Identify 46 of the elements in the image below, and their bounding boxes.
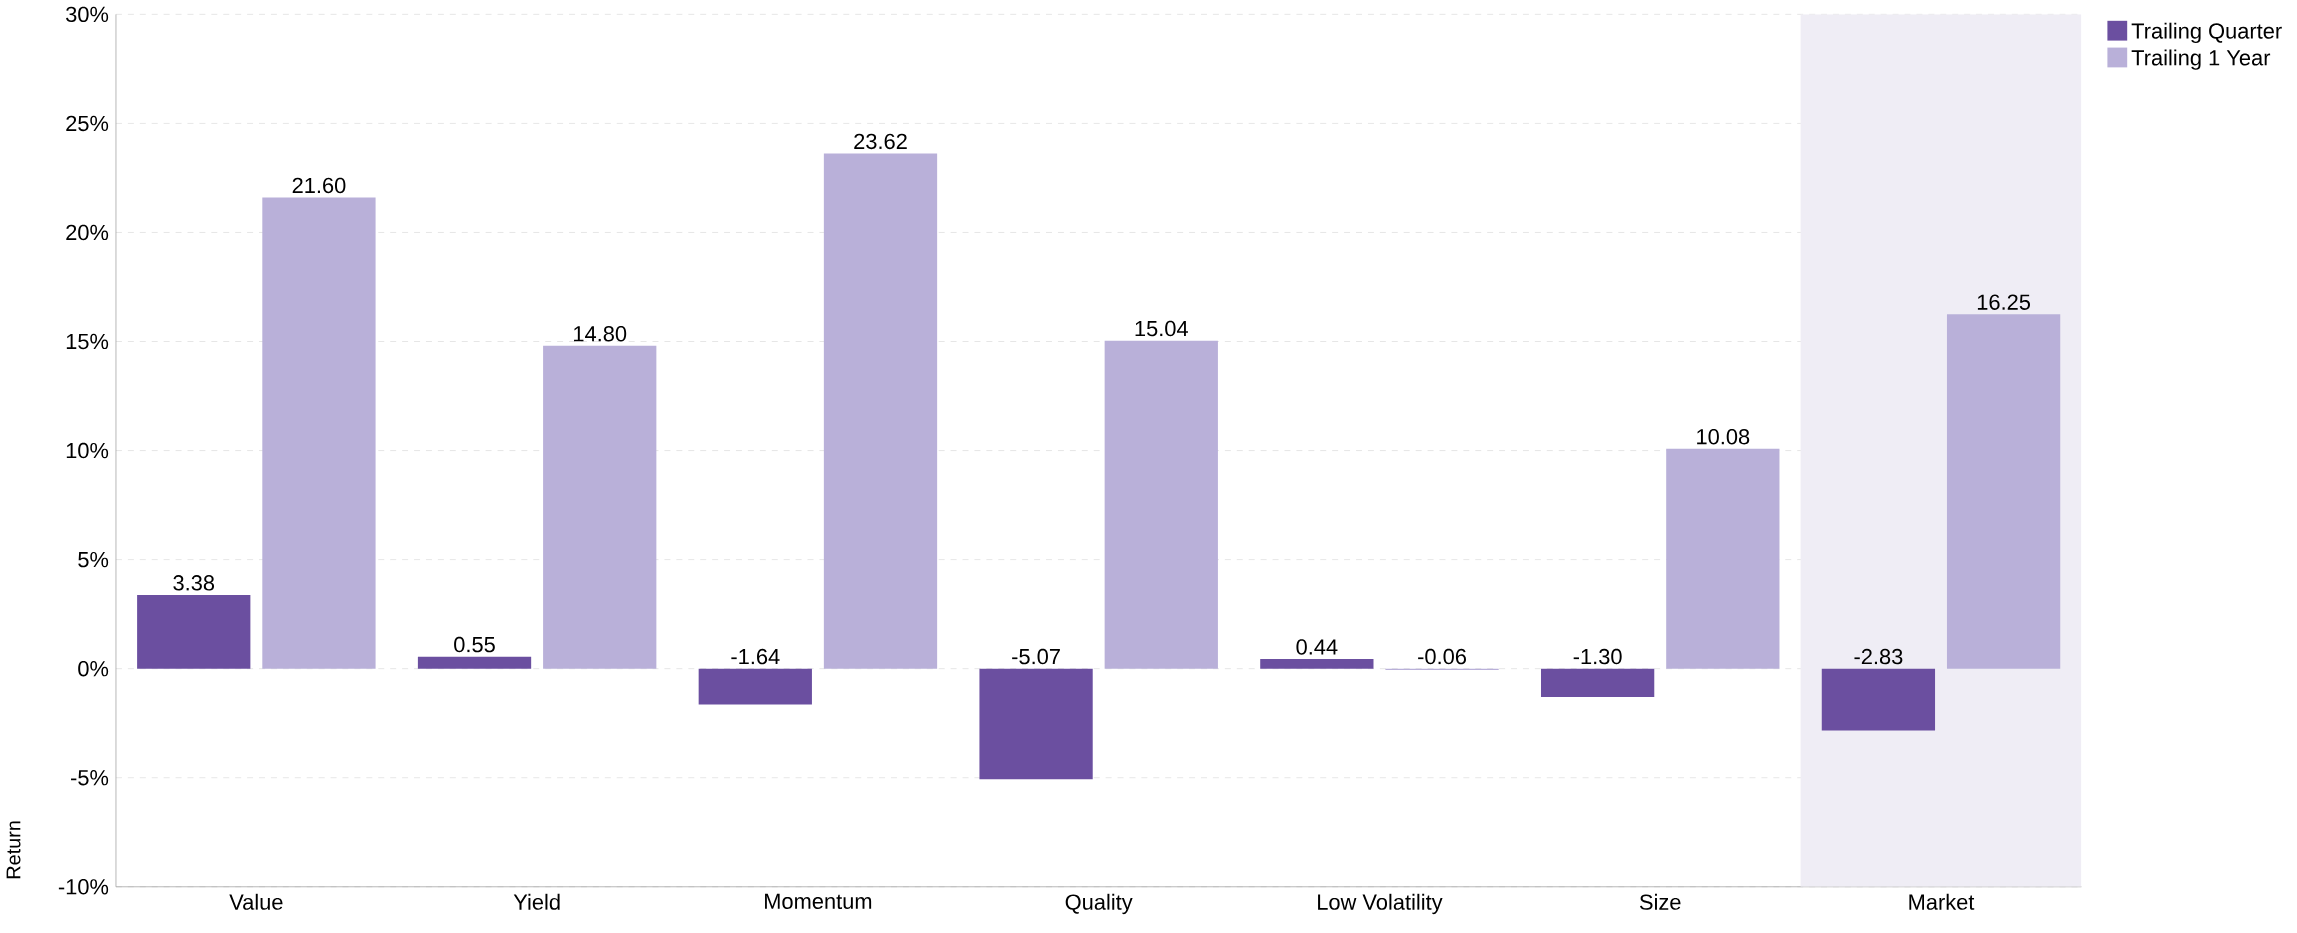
data-label: 10.08 bbox=[1697, 428, 1750, 445]
y-tick-label: 0% bbox=[78, 660, 109, 677]
y-axis-title: Return bbox=[6, 821, 21, 878]
bar bbox=[262, 197, 376, 669]
x-tick-label: Momentum bbox=[765, 893, 872, 909]
data-label: 21.60 bbox=[292, 177, 346, 193]
data-label: 0.55 bbox=[454, 636, 495, 653]
y-tick-label: -10% bbox=[58, 878, 109, 895]
bar bbox=[698, 668, 812, 705]
data-label: -2.83 bbox=[1854, 648, 1903, 665]
y-tick-label: 10% bbox=[66, 442, 109, 459]
bar bbox=[979, 668, 1093, 780]
y-tick-label: 15% bbox=[66, 333, 109, 349]
x-tick-label: Value bbox=[229, 893, 283, 910]
x-tick-label: Size bbox=[1639, 893, 1681, 910]
bar bbox=[137, 594, 251, 669]
legend-label: Trailing 1 Year bbox=[2131, 49, 2271, 70]
data-label: 3.38 bbox=[173, 574, 215, 591]
data-label: -1.64 bbox=[731, 648, 780, 665]
data-label: 15.04 bbox=[1135, 320, 1188, 337]
bar bbox=[543, 345, 657, 669]
y-tick-label: -5% bbox=[71, 769, 109, 786]
bar bbox=[1821, 668, 1936, 731]
bar bbox=[1260, 658, 1374, 669]
data-label: -1.30 bbox=[1573, 648, 1622, 665]
legend-label: Trailing Quarter bbox=[2131, 22, 2282, 43]
data-label: -0.06 bbox=[1418, 648, 1466, 665]
data-label: -5.07 bbox=[1012, 648, 1060, 665]
bar bbox=[417, 656, 532, 669]
bar bbox=[1104, 340, 1218, 669]
x-tick-label: Market bbox=[1909, 893, 1975, 910]
y-tick-label: 30% bbox=[66, 6, 109, 22]
bar bbox=[1946, 314, 2061, 669]
bar bbox=[823, 153, 938, 669]
bar bbox=[1540, 668, 1655, 697]
x-tick-label: Low Volatility bbox=[1318, 893, 1443, 914]
y-tick-label: 20% bbox=[66, 224, 109, 240]
data-label: 14.80 bbox=[574, 325, 627, 342]
x-tick-label: Yield bbox=[513, 893, 560, 910]
x-tick-label: Quality bbox=[1065, 893, 1133, 914]
data-label: 23.62 bbox=[854, 133, 907, 149]
bar bbox=[1666, 448, 1780, 669]
y-tick-label: 25% bbox=[66, 115, 109, 131]
data-label: 0.44 bbox=[1296, 639, 1338, 655]
data-label: 16.25 bbox=[1977, 294, 2031, 310]
y-tick-label: 5% bbox=[78, 551, 109, 568]
